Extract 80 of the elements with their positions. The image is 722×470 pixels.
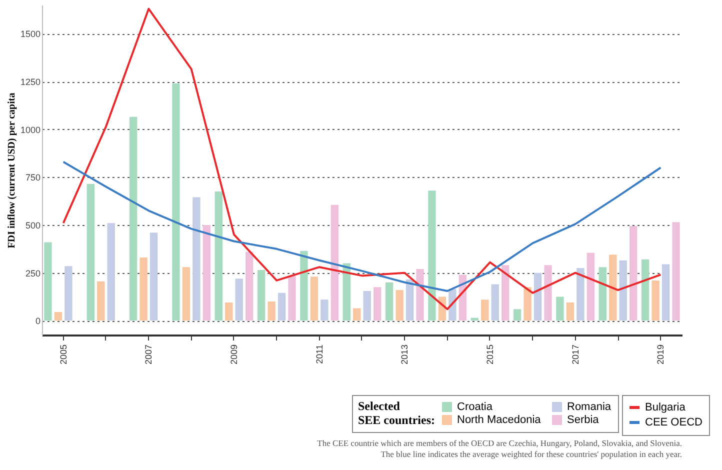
bar — [257, 270, 266, 321]
bar — [416, 269, 424, 321]
bar — [353, 308, 361, 321]
y-tick-label: 1500 — [20, 29, 40, 40]
bar — [310, 276, 318, 321]
y-axis-title: FDI inflow (current USD) per capita — [6, 92, 18, 248]
text: The blue line indicates the average weighted for these countries' population in each year. — [380, 449, 682, 459]
x-tick-label: 2005 — [58, 344, 68, 365]
bar — [652, 280, 660, 321]
bar — [544, 265, 552, 321]
bar — [268, 302, 276, 321]
x-tick-label: 2007 — [144, 344, 154, 365]
bar — [300, 250, 308, 321]
bar — [172, 83, 180, 321]
bar — [214, 192, 222, 321]
bar — [330, 204, 339, 321]
bar — [129, 116, 138, 321]
bar — [586, 252, 595, 321]
bar — [374, 287, 382, 321]
bar — [598, 267, 606, 321]
bar — [342, 263, 350, 321]
x-tick-label: 2017 — [570, 344, 580, 365]
bar — [396, 290, 404, 321]
bar — [320, 300, 328, 321]
bar — [192, 197, 200, 321]
bar — [202, 225, 211, 321]
bar — [619, 260, 627, 321]
bar — [225, 302, 233, 321]
bar — [97, 281, 105, 321]
legend-label: Bulgaria — [645, 402, 686, 414]
y-tick-label: 1000 — [20, 124, 40, 135]
bar — [54, 312, 62, 321]
y-tick-label: 0 — [35, 316, 40, 326]
bar — [491, 284, 499, 321]
bar — [502, 265, 510, 321]
bar — [363, 291, 371, 321]
bar — [576, 268, 584, 321]
bar — [107, 223, 115, 321]
legend-label: CEE OECD — [645, 416, 703, 428]
bar — [513, 309, 522, 321]
text: The CEE countrie which are members of the OECD are Czechia, Hungary, Poland, Slovakia, and Slovenia. — [317, 438, 682, 448]
bar — [288, 276, 296, 321]
legend-label: Serbia — [567, 414, 600, 426]
legend-label: North Macedonia — [457, 414, 542, 426]
y-tick-label: 1250 — [20, 77, 40, 88]
bar — [428, 190, 436, 321]
bar — [630, 226, 638, 321]
x-tick-label: 2019 — [656, 344, 666, 365]
bar — [556, 296, 564, 321]
bar — [524, 287, 532, 321]
bar — [278, 292, 286, 321]
y-tick-label: 500 — [25, 220, 40, 230]
legend-label: Croatia — [457, 401, 494, 413]
bar — [86, 184, 94, 321]
bar — [44, 242, 52, 321]
line-series — [62, 8, 662, 310]
bar — [566, 302, 574, 321]
bar — [662, 264, 670, 321]
bar — [64, 266, 72, 321]
y-tick-label: 750 — [25, 172, 40, 183]
bar — [385, 282, 394, 321]
bar — [672, 222, 680, 321]
bar — [534, 272, 542, 321]
bar — [609, 254, 617, 321]
y-tick-label: 250 — [25, 268, 40, 278]
bar — [150, 232, 158, 321]
bar — [182, 267, 190, 321]
x-tick-label: 2013 — [400, 344, 410, 365]
bar — [481, 300, 489, 321]
legend-label: Romania — [567, 401, 612, 413]
bar — [246, 252, 254, 321]
legend-title: Selected SEE countries: — [358, 399, 436, 427]
line-series — [62, 160, 662, 292]
bar — [641, 259, 650, 321]
bar — [140, 258, 148, 321]
x-tick-label: 2009 — [229, 344, 239, 365]
bar — [235, 278, 243, 321]
bar — [406, 280, 414, 321]
x-tick-label: 2011 — [314, 344, 324, 364]
x-tick-label: 2015 — [485, 344, 495, 365]
